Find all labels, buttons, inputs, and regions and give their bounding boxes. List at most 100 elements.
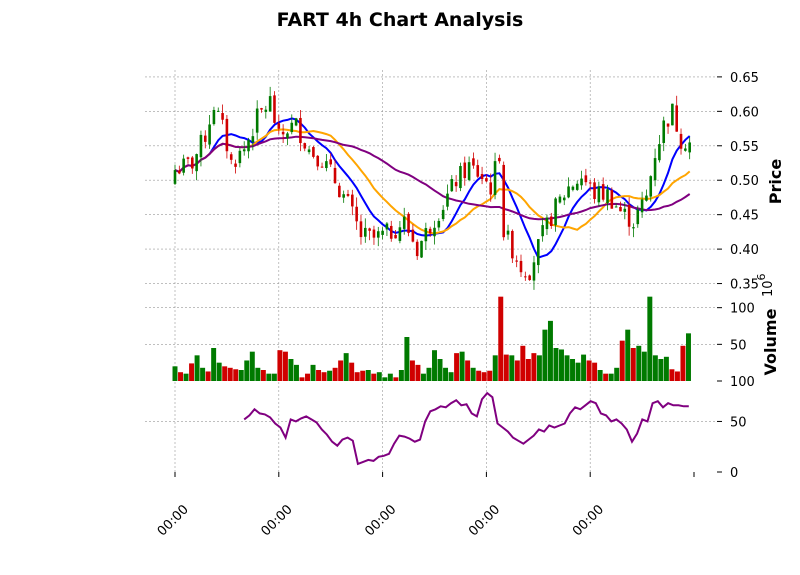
volume-bar [393,377,399,381]
price-tick-label: 0.45 [730,209,759,224]
volume-tick-label: 50 [730,338,747,353]
candle-body [472,158,475,166]
candle-body [454,182,458,187]
volume-bar [288,359,294,381]
x-tick-label: 00:00 [362,502,399,539]
candle-body [182,158,185,173]
candle-body [255,108,259,133]
volume-bar [641,351,647,381]
candle-body [584,175,588,183]
candle-body [312,147,315,157]
volume-bar [531,353,537,381]
volume-bar [172,366,178,381]
volume-bar [520,345,526,381]
candle-body [541,225,544,237]
x-tick-label: 00:00 [155,502,192,539]
volume-bar [559,349,564,381]
candle-body [446,193,449,207]
candle-body [593,182,596,200]
volume-bar [277,350,283,381]
volume-bar [178,372,184,381]
candle-body [450,179,454,192]
candles [173,86,691,290]
candle-body [515,260,518,262]
price-tick-label: 0.60 [730,105,759,120]
volume-bar [371,373,377,381]
candle-body [216,110,220,112]
volume-bar [476,370,482,381]
candle-body [627,204,631,227]
candle-body [666,123,670,127]
candle-body [208,124,211,145]
volume-bar [481,372,487,381]
candle-body [212,109,216,125]
candle-body [675,105,678,132]
candle-body [519,260,523,273]
candle-body [290,122,294,133]
candle-body [679,133,683,149]
candle-body [251,136,255,143]
candle-body [372,229,376,238]
volume-bar [255,367,261,381]
candle-body [247,140,250,152]
candle-body [489,182,493,195]
candle-body [632,227,635,229]
candle-body [428,228,432,234]
price-tick-label: 0.40 [730,243,759,258]
volume-bar [244,360,250,381]
candle-body [411,229,415,242]
candle-body [402,216,406,229]
volume-bar [426,367,432,381]
candle-body [325,161,328,169]
volume-tick-label: 100 [730,302,755,317]
candle-body [606,189,609,203]
candle-body [433,227,436,237]
candle-body [320,166,324,168]
volume-bar [658,359,664,381]
candle-body [238,150,242,164]
candle-body [498,157,501,162]
volume-bar [509,355,515,381]
volume-axis-label: Volume [761,308,780,375]
candle-body [580,178,583,186]
volume-bar [454,353,460,381]
candle-body [307,149,311,153]
volume-bar [575,362,581,381]
volume-bar [448,372,454,381]
candle-body [480,174,484,180]
candle-body [191,157,194,169]
volume-bar [525,359,531,381]
candle-body [636,209,640,225]
candle-body [549,216,553,226]
volume-bar [536,355,542,381]
volume-bar [216,362,222,381]
candle-body [264,109,268,112]
candle-body [381,230,384,235]
volume-bar [316,370,322,381]
volume-tick-label: 100 [730,375,755,390]
volume-bar [443,367,449,381]
candle-body [688,142,691,153]
volume-bar [376,372,382,381]
candle-body [268,96,272,112]
candle-body [203,135,207,142]
volume-bar [183,373,189,381]
candle-body [333,167,337,184]
volume-bar [459,351,465,381]
volume-bar [233,369,239,381]
candle-body [684,148,687,151]
candle-body [671,103,674,126]
price-tick-label: 0.35 [730,278,759,293]
price-tick-label: 0.55 [730,140,759,155]
candle-body [619,206,622,212]
candle-body [173,170,177,184]
candle-body [601,184,605,200]
candle-body [558,196,562,203]
candle-body [623,208,627,212]
volume-bar [382,377,388,381]
rsi-panel [243,391,689,466]
candle-body [385,223,389,230]
candle-body [528,275,531,281]
volume-bar [581,354,587,381]
